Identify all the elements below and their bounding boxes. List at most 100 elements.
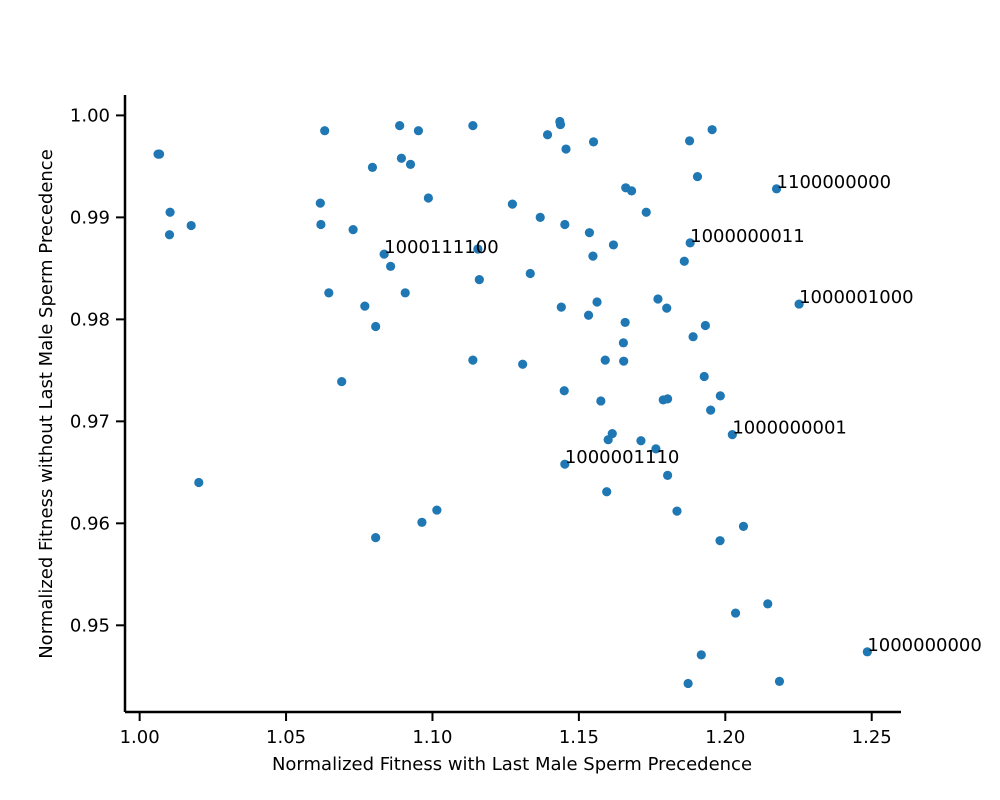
data-point [662,303,672,313]
data-point [432,505,442,515]
point-annotation-label: 1000000011 [690,226,805,247]
data-point [395,120,405,131]
data-point [525,268,535,279]
data-point [592,297,602,307]
data-point [688,332,698,342]
data-point [699,371,709,382]
data-point [367,162,378,173]
point-annotation-label: 1000001000 [799,287,914,308]
data-point [636,436,646,446]
data-point [560,219,570,230]
data-point [715,391,725,401]
data-point [607,428,617,439]
y-tick-label: 0.95 [70,615,110,636]
point-annotation-label: 1100000000 [777,172,892,193]
data-point [556,302,566,312]
x-tick-label: 1.20 [705,727,745,748]
data-point [684,136,695,146]
data-point [774,676,785,687]
data-point [360,301,370,311]
point-annotation-label: 1000000001 [732,418,847,439]
data-point [400,288,410,298]
data-point [862,647,872,657]
data-point [794,299,804,309]
data-point [474,274,484,285]
data-point [315,198,325,208]
data-point [685,238,695,248]
data-point [396,153,407,163]
data-point [371,321,381,332]
data-point [763,599,773,609]
data-point [468,120,478,131]
data-point [707,125,717,135]
y-tick-label: 1.00 [70,105,110,126]
data-point [602,487,612,497]
data-point [186,220,196,231]
data-point [413,126,424,136]
data-point [542,130,553,140]
data-point [507,199,518,209]
data-point [385,261,396,271]
data-point [468,355,478,365]
x-ticks: 1.00 1.05 1.10 1.15 1.20 1.25 [120,712,892,748]
data-point [153,149,163,159]
data-point [730,608,741,618]
y-ticks: 0.95 0.96 0.97 0.98 0.99 1.00 [70,105,125,636]
y-tick-label: 0.98 [70,309,110,330]
data-point [584,228,595,238]
point-annotation-label: 1000000000 [867,635,982,656]
data-point [417,517,427,527]
data-point [641,207,651,217]
data-point [559,386,569,396]
data-point [405,159,416,169]
data-point [618,338,628,348]
point-annotation-label: 1000001110 [565,447,680,468]
y-axis-label: Normalized Fitness without Last Male Spe… [36,149,57,659]
data-point [379,249,389,259]
data-point [683,678,693,689]
data-points [153,116,872,689]
data-point [561,144,571,154]
data-point [696,650,706,660]
y-tick-label: 0.97 [70,411,110,432]
data-point [771,184,782,194]
data-point [194,477,204,488]
data-point [700,320,710,331]
y-tick-label: 0.99 [70,207,110,228]
data-point [727,430,737,440]
data-point [653,294,663,304]
data-point [337,376,347,387]
data-point [738,521,749,531]
x-tick-label: 1.10 [412,727,452,748]
data-point [555,119,566,130]
axes [123,95,901,714]
data-point [663,470,673,480]
data-point [320,126,330,136]
data-point [348,225,358,235]
data-point [423,193,433,203]
data-point [316,219,326,230]
data-point [663,394,673,404]
data-point [473,244,483,254]
data-point [706,405,716,415]
data-point [583,310,594,320]
data-point [164,230,175,240]
x-tick-label: 1.05 [266,727,306,748]
x-tick-label: 1.25 [852,727,892,748]
data-point [371,533,381,543]
data-point [672,506,682,516]
x-tick-label: 1.00 [120,727,160,748]
data-point [620,317,630,328]
point-annotation-label: 1000111100 [384,237,499,258]
x-tick-label: 1.15 [559,727,599,748]
data-point [165,207,175,217]
data-point [600,355,610,365]
data-point [560,459,570,469]
y-tick-label: 0.96 [70,513,110,534]
data-point [596,396,606,406]
data-point [518,359,528,369]
data-point [626,186,637,196]
data-point [679,256,689,266]
data-point [715,536,725,546]
